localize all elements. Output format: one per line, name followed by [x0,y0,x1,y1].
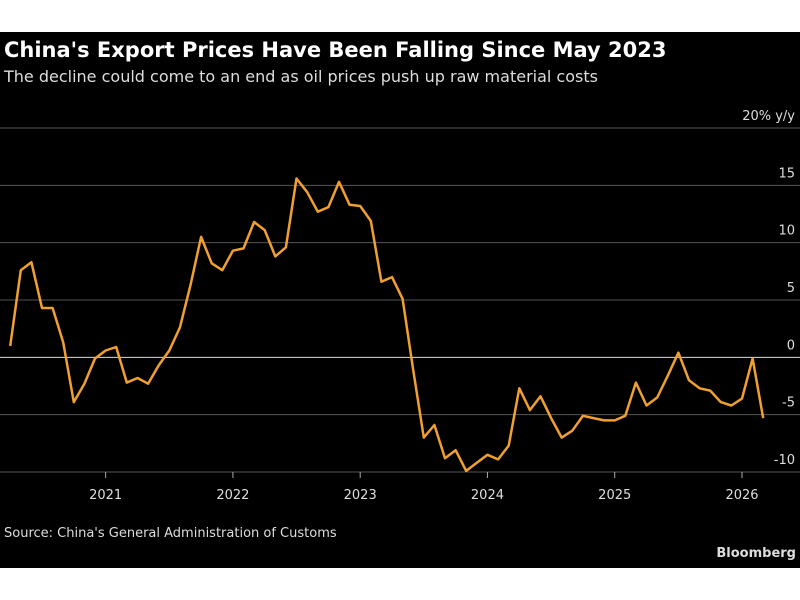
data-line [8,177,765,473]
y-tick-label: -5 [782,396,795,411]
chart-title: China's Export Prices Have Been Falling … [4,38,666,62]
x-tick-label: 2022 [216,488,249,503]
brand: Bloomberg [716,546,796,561]
y-tick-label: 15 [778,166,795,181]
chart-subtitle: The decline could come to an end as oil … [3,67,598,86]
y-tick-label: 20% y/y [742,109,795,124]
x-tick-label: 2025 [598,488,631,503]
source: Source: China's General Administration o… [4,526,337,541]
x-tick-label: 2024 [471,488,504,503]
x-tick-label: 2026 [725,488,758,503]
y-tick-label: -10 [774,453,795,468]
x-tick-label: 2023 [344,488,377,503]
y-tick-label: 10 [778,224,795,239]
y-tick-label: 5 [787,281,795,296]
x-tick-label: 2021 [89,488,122,503]
y-tick-label: 0 [787,338,795,353]
